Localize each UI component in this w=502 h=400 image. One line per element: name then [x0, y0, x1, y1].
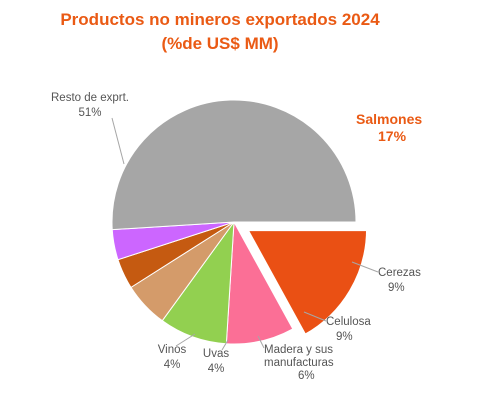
slice-label: Salmones 17%	[356, 111, 422, 144]
chart-title-line1: Productos no mineros exportados 2024	[60, 10, 380, 29]
slice-name-label: Salmones	[356, 111, 422, 127]
slice-value-label: 17%	[378, 128, 407, 144]
slice-value-label: 6%	[298, 370, 315, 382]
slice-label: Resto de exprt. 51%	[51, 92, 129, 119]
slice-label: Vinos 4%	[158, 344, 187, 371]
slice-name-label: Cerezas	[378, 267, 421, 279]
leader-lines	[111, 117, 379, 351]
slice-label: Celulosa 9%	[326, 316, 371, 343]
slice-name-label: Vinos	[158, 344, 187, 356]
slice-value-label: 4%	[208, 363, 225, 375]
chart-title: Productos no mineros exportados 2024 (%d…	[0, 8, 440, 56]
slice-name-label: Resto de exprt.	[51, 92, 129, 104]
slice-name-label: manufacturas	[264, 357, 334, 369]
slice-value-label: 9%	[336, 331, 353, 343]
slice-value-label: 9%	[388, 282, 405, 294]
leader-line	[303, 311, 327, 322]
slice-value-label: 51%	[78, 107, 101, 119]
slice-name-label: Madera y sus	[264, 344, 333, 356]
chart-title-line2: (%de US$ MM)	[161, 34, 279, 53]
slice-labels: Salmones 17%Cerezas 9%Celulosa 9%Madera y s…	[51, 92, 422, 382]
leader-line	[175, 333, 196, 347]
leader-line	[257, 335, 265, 349]
slice-label: Uvas 4%	[203, 348, 229, 375]
slice-name-label: Uvas	[203, 348, 229, 360]
slice-name-label: Celulosa	[326, 316, 371, 328]
leader-line	[221, 339, 229, 351]
pie-slices	[111, 99, 371, 345]
leader-line	[351, 261, 379, 273]
leader-line	[111, 117, 125, 165]
slice-value-label: 4%	[164, 359, 181, 371]
slice-label: Madera y sus manufacturas 6%	[264, 344, 334, 382]
pie-slice-salmones	[244, 227, 371, 339]
slice-label: Cerezas 9%	[378, 267, 421, 294]
pie-slice-resto-de-exprt	[111, 99, 357, 231]
